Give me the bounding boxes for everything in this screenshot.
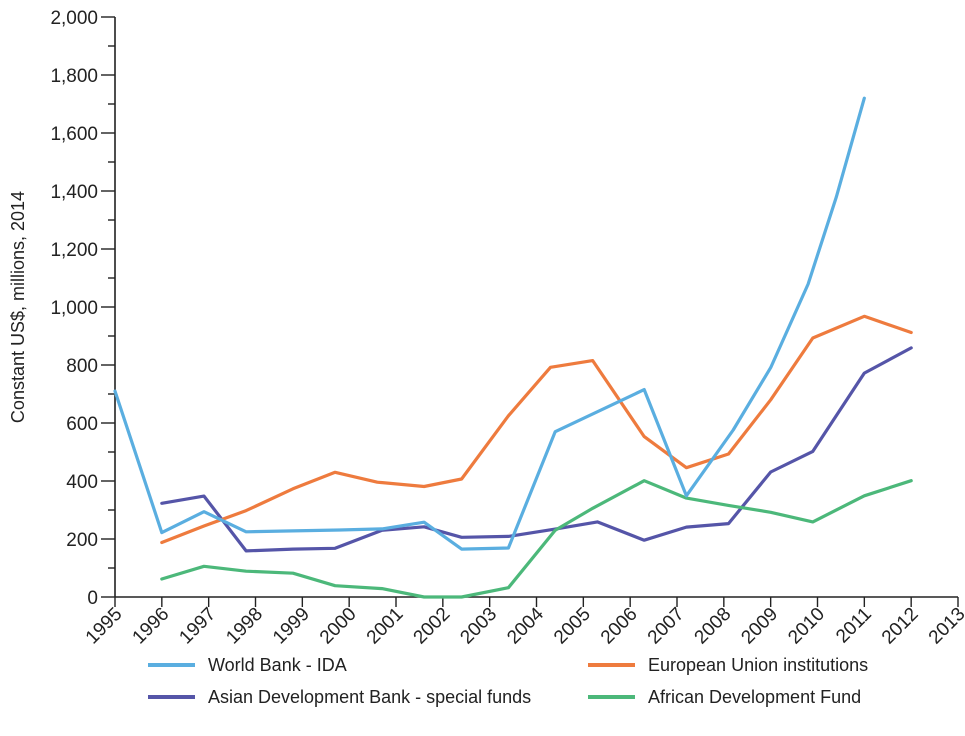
legend: World Bank - IDA European Union instituti… xyxy=(148,655,868,707)
legend-item: European Union institutions xyxy=(588,655,868,675)
legend-item: Asian Development Bank - special funds xyxy=(148,687,531,707)
y-tick-label: 2,000 xyxy=(50,8,98,29)
legend-label: Asian Development Bank - special funds xyxy=(208,687,531,707)
x-tick-label: 2003 xyxy=(456,604,501,649)
x-tick-label: 1998 xyxy=(222,604,267,649)
y-tick-label: 400 xyxy=(66,472,98,493)
legend-label: African Development Fund xyxy=(648,687,861,707)
y-tick-label: 0 xyxy=(87,588,98,609)
y-tick-label: 1,800 xyxy=(50,66,98,87)
x-tick-label: 2013 xyxy=(925,604,965,649)
x-tick-label: 1996 xyxy=(129,604,174,649)
y-tick-label: 1,400 xyxy=(50,182,98,203)
axes: 0 200 400 600 800 1,000 1,200 1,400 1,600 1,800 2,… xyxy=(50,8,965,648)
y-tick-label: 1,200 xyxy=(50,240,98,261)
y-tick-label: 200 xyxy=(66,530,98,551)
legend-item: World Bank - IDA xyxy=(148,655,347,675)
series-line-african-development-fund xyxy=(160,479,913,599)
x-tick-label: 2005 xyxy=(550,604,595,649)
x-tick-label: 2006 xyxy=(597,604,642,649)
x-tick-label: 1995 xyxy=(82,604,127,649)
legend-label: World Bank - IDA xyxy=(208,655,347,675)
series-line-world-bank-ida xyxy=(113,96,866,551)
y-tick-label: 1,600 xyxy=(50,124,98,145)
x-tick-label: 2011 xyxy=(832,604,876,648)
x-tick-label: 2000 xyxy=(316,604,361,649)
y-tick-label: 1,000 xyxy=(50,298,98,319)
x-tick-label: 2002 xyxy=(410,604,455,649)
x-tick-label: 2008 xyxy=(691,604,736,649)
series-line-asian-development-bank-special-funds xyxy=(160,346,913,553)
legend-label: European Union institutions xyxy=(648,655,868,675)
x-tick-label: 2007 xyxy=(644,604,689,649)
y-tick-label: 800 xyxy=(66,356,98,377)
y-axis-title: Constant US$, millions, 2014 xyxy=(8,191,28,423)
legend-item: African Development Fund xyxy=(588,687,861,707)
x-tick-label: 2001 xyxy=(363,604,408,649)
x-tick-label: 2004 xyxy=(503,603,548,648)
y-tick-label: 600 xyxy=(66,414,98,435)
x-tick-label: 2010 xyxy=(784,604,829,649)
x-tick-label: 2012 xyxy=(878,604,923,649)
series-line-european-union-institutions xyxy=(160,314,913,545)
series-layer xyxy=(113,96,913,599)
x-tick-label: 1999 xyxy=(269,604,314,649)
x-tick-label: 1997 xyxy=(175,604,220,649)
x-tick-label: 2009 xyxy=(737,604,782,649)
